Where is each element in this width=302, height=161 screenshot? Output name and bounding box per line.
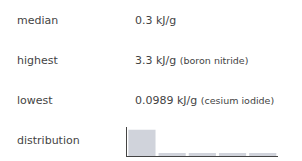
- svg-text:distribution: distribution: [17, 134, 80, 147]
- svg-text:0.3 kJ/g: 0.3 kJ/g: [135, 14, 176, 27]
- svg-text:median: median: [17, 14, 58, 27]
- svg-text:0.0989 kJ/g (cesium iodide): 0.0989 kJ/g (cesium iodide): [135, 94, 274, 107]
- svg-text:highest: highest: [17, 54, 58, 67]
- svg-text:3.3 kJ/g (boron nitride): 3.3 kJ/g (boron nitride): [135, 54, 248, 67]
- svg-text:lowest: lowest: [17, 94, 53, 107]
